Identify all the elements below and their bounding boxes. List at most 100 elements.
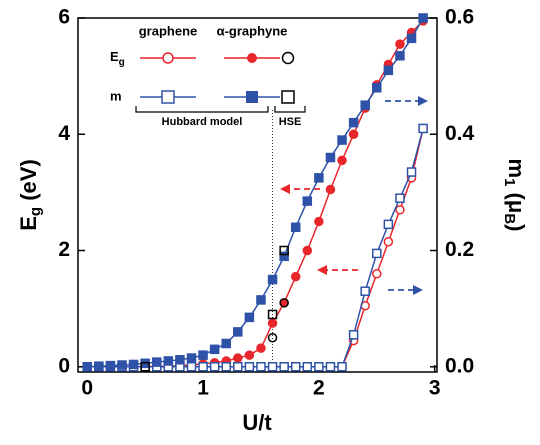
- legend-marker: [281, 90, 295, 104]
- data-point: [406, 33, 417, 44]
- data-point: [279, 298, 289, 308]
- data-point: [186, 362, 197, 372]
- data-point: [267, 332, 278, 343]
- data-point: [325, 184, 336, 195]
- data-point: [325, 152, 336, 163]
- data-point: [383, 65, 394, 76]
- data-point: [233, 353, 243, 363]
- series-line: [87, 128, 424, 368]
- legend-row-sub: g: [119, 57, 125, 68]
- arrow-head: [280, 184, 290, 194]
- y-label-sub: g: [27, 207, 44, 216]
- y-tick-label: 4: [58, 122, 70, 145]
- data-point: [348, 117, 359, 128]
- legend-group: Hubbard model: [162, 116, 243, 128]
- data-point: [360, 100, 370, 110]
- data-point: [360, 286, 370, 296]
- data-point: [395, 193, 405, 203]
- data-point: [198, 362, 208, 372]
- data-point: [290, 271, 301, 282]
- y2-axis-label: m1 (μB): [501, 159, 529, 232]
- y2-tick-label: 0.4: [445, 122, 475, 145]
- y2-tick-label: 0.0: [445, 354, 474, 377]
- data-point: [256, 295, 266, 305]
- series-line: [87, 17, 424, 368]
- legend-bracket: [135, 106, 306, 113]
- legend: graphene α-graphyne Eg m Hubbard model H…: [110, 23, 306, 128]
- data-point: [302, 362, 313, 372]
- data-point: [279, 362, 289, 372]
- data-point: [128, 359, 139, 370]
- data-point: [117, 360, 127, 370]
- data-point: [163, 356, 174, 366]
- y2-tick-label: 0.6: [445, 6, 474, 29]
- y-label-main: E: [16, 216, 41, 231]
- data-point: [302, 245, 313, 256]
- data-point: [244, 350, 255, 360]
- data-point: [325, 362, 336, 372]
- data-point: [314, 362, 324, 372]
- data-point: [267, 362, 278, 372]
- data-point: [418, 123, 428, 134]
- x-tick-label: 3: [429, 377, 441, 400]
- legend-row-main: E: [110, 49, 119, 64]
- legend-row: m: [110, 88, 122, 103]
- arrow-head: [413, 285, 423, 295]
- data-point: [314, 173, 324, 183]
- y-axis-label: Eg (eV): [16, 159, 44, 231]
- data-point: [348, 330, 359, 340]
- legend-row: Eg: [110, 49, 125, 67]
- data-point: [372, 83, 382, 93]
- data-point: [395, 51, 405, 61]
- data-point: [244, 362, 255, 372]
- y2-label-paren: (: [504, 186, 529, 200]
- data-point: [233, 327, 243, 337]
- data-point: [175, 355, 185, 365]
- data-point: [279, 245, 289, 256]
- legend-column: graphene: [139, 23, 198, 38]
- legend-marker: [247, 53, 257, 63]
- data-point: [383, 237, 394, 247]
- plot-frame: [77, 17, 438, 373]
- data-point: [244, 312, 255, 323]
- data-point: [372, 248, 382, 259]
- x-tick-label: 2: [313, 377, 325, 400]
- y2-label-sub2: B: [501, 213, 518, 224]
- data-point: [256, 343, 266, 353]
- y2-label-main: m: [504, 159, 529, 179]
- series-line: [87, 128, 424, 368]
- data-point: [105, 360, 116, 371]
- data-point: [337, 155, 347, 166]
- data-point: [94, 361, 104, 371]
- series-line: [87, 20, 424, 368]
- y2-label-mu: μ: [504, 200, 529, 213]
- x-tick-label: 0: [81, 377, 93, 400]
- y-label-unit: (eV): [16, 159, 41, 207]
- data-point: [267, 274, 278, 285]
- data-point: [372, 269, 382, 279]
- legend-marker: [246, 91, 258, 103]
- data-point: [233, 362, 243, 372]
- legend-column: α-graphyne: [217, 23, 288, 38]
- data-point: [82, 362, 93, 372]
- data-point: [186, 353, 197, 363]
- data-point: [348, 129, 359, 140]
- data-point: [383, 219, 394, 230]
- legend-group: HSE: [279, 116, 302, 128]
- x-axis-label: U/t: [242, 410, 272, 435]
- arrows: [280, 96, 428, 295]
- data-point: [221, 362, 231, 372]
- legend-marker: [162, 52, 174, 64]
- data-point: [256, 362, 266, 372]
- data-point: [418, 13, 428, 23]
- data-point: [279, 251, 289, 262]
- data-point: [290, 222, 301, 233]
- data-point: [198, 350, 208, 360]
- data-point: [151, 357, 162, 367]
- data-point: [395, 205, 405, 215]
- data-point: [406, 167, 417, 177]
- y-tick-label: 2: [58, 238, 70, 261]
- data-point: [337, 362, 347, 372]
